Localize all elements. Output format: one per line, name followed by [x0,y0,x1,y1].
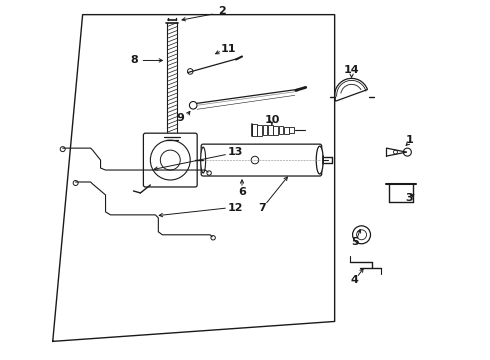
Bar [284,127,289,134]
Text: 12: 12 [227,203,243,213]
Bar [263,125,267,135]
Text: 4: 4 [351,275,359,285]
Ellipse shape [201,147,206,173]
FancyBboxPatch shape [144,133,197,187]
Text: 1: 1 [406,135,413,145]
Bar [268,125,272,135]
Text: 7: 7 [258,203,266,213]
Text: 5: 5 [351,237,358,247]
Text: 9: 9 [176,113,184,123]
Text: 8: 8 [131,55,138,66]
Bar [279,126,283,134]
Text: 6: 6 [238,187,246,197]
Ellipse shape [316,146,323,174]
Bar [273,126,278,135]
Wedge shape [335,78,368,101]
Text: 2: 2 [218,6,226,15]
Text: 3: 3 [406,193,413,203]
FancyBboxPatch shape [201,144,322,176]
Text: 13: 13 [227,147,243,157]
Bar [257,125,262,136]
Bar [290,127,294,134]
Text: 11: 11 [220,44,236,54]
Bar [252,124,257,136]
Text: 14: 14 [344,66,359,76]
Text: 10: 10 [264,115,280,125]
